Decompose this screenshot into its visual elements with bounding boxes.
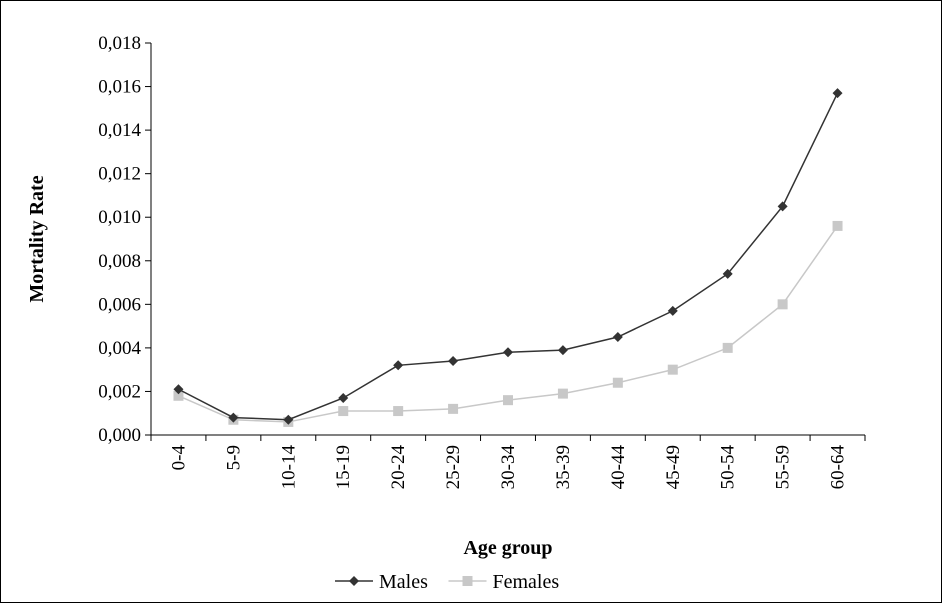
males-point bbox=[173, 384, 184, 395]
males-point bbox=[338, 392, 349, 403]
legend: Males Females bbox=[335, 571, 559, 593]
females-point bbox=[832, 220, 843, 231]
y-tick-label: 0,012 bbox=[98, 164, 141, 185]
x-tick-label: 25-29 bbox=[443, 445, 464, 489]
males-point bbox=[448, 355, 459, 366]
x-tick-label: 10-14 bbox=[278, 445, 299, 490]
y-tick-label: 0,000 bbox=[98, 425, 141, 446]
males-point bbox=[283, 414, 294, 425]
y-tick-label: 0,010 bbox=[98, 207, 141, 228]
females-point bbox=[777, 299, 788, 310]
y-tick-label: 0,014 bbox=[98, 120, 141, 141]
x-tick-label: 5-9 bbox=[223, 445, 244, 470]
females-point bbox=[557, 388, 568, 399]
y-tick-label: 0,004 bbox=[98, 338, 141, 359]
legend-label-females: Females bbox=[493, 571, 560, 593]
x-tick-label: 30-34 bbox=[498, 445, 519, 490]
x-tick-label: 45-49 bbox=[663, 445, 684, 489]
y-axis-ticks: 0,000 0,002 0,004 0,006 0,008 0,010 0,012 0,014… bbox=[98, 33, 151, 446]
females-point bbox=[393, 406, 404, 417]
females-point bbox=[722, 342, 733, 353]
males-point bbox=[777, 201, 788, 212]
males-point bbox=[503, 347, 513, 358]
y-axis-title: Mortality Rate bbox=[26, 175, 48, 302]
x-tick-label: 55-59 bbox=[773, 445, 794, 489]
x-tick-label: 50-54 bbox=[718, 445, 739, 490]
females-point bbox=[503, 395, 513, 406]
x-tick-label: 60-64 bbox=[828, 445, 849, 490]
series-line-males bbox=[178, 92, 839, 421]
x-axis-ticks: 0-4 5-9 10-14 15-19 20-24 25-29 30-34 35-39 40-4… bbox=[150, 435, 866, 490]
males-point bbox=[557, 345, 568, 356]
females-point bbox=[448, 403, 459, 414]
males-point bbox=[667, 305, 678, 316]
males-point bbox=[393, 360, 404, 371]
x-axis-title: Age group bbox=[463, 537, 552, 559]
series-line-females bbox=[178, 225, 839, 423]
y-tick-label: 0,018 bbox=[98, 33, 141, 54]
y-tick-label: 0,016 bbox=[98, 77, 141, 98]
legend-label-males: Males bbox=[379, 571, 428, 593]
series-layer bbox=[173, 88, 843, 427]
x-tick-label: 20-24 bbox=[388, 445, 409, 490]
females-point bbox=[667, 364, 678, 375]
males-point bbox=[612, 332, 623, 342]
males-point bbox=[832, 88, 843, 99]
x-tick-label: 40-44 bbox=[608, 445, 629, 490]
legend-marker-males bbox=[349, 576, 359, 586]
females-point bbox=[612, 377, 623, 388]
y-tick-label: 0,002 bbox=[98, 381, 141, 402]
females-point bbox=[338, 406, 349, 417]
x-tick-label: 35-39 bbox=[553, 445, 574, 489]
legend-marker-females bbox=[462, 576, 473, 586]
males-point bbox=[722, 268, 733, 279]
males-point bbox=[228, 412, 239, 423]
y-tick-label: 0,006 bbox=[98, 294, 141, 315]
females-point bbox=[173, 390, 184, 401]
y-tick-label: 0,008 bbox=[98, 251, 141, 272]
x-tick-label: 15-19 bbox=[333, 445, 354, 489]
x-tick-label: 0-4 bbox=[168, 445, 189, 471]
